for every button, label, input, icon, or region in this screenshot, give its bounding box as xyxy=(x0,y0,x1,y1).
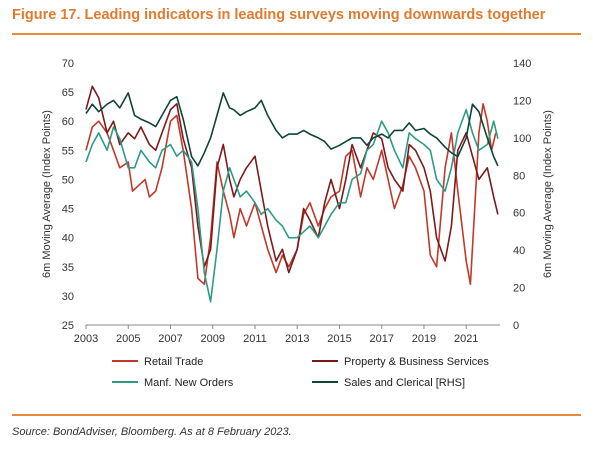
legend-label: Retail Trade xyxy=(144,356,203,368)
y2-tick-label: 140 xyxy=(513,58,531,70)
series-line-2 xyxy=(85,108,499,303)
y-tick-label: 55 xyxy=(62,145,74,157)
y2-tick-label: 60 xyxy=(513,208,525,220)
series-line-1 xyxy=(85,85,499,274)
y-tick-label: 70 xyxy=(62,58,74,70)
figure-title: Figure 17. Leading indicators in leading… xyxy=(12,7,546,23)
legend-item: Property & Business Services xyxy=(312,356,489,368)
series-line-3 xyxy=(85,92,499,167)
line-chart: 2003 2005 2007 2009 2011 2013 2015 2017 2019 2021… xyxy=(41,58,554,389)
bottom-divider xyxy=(12,414,581,416)
x-tick-label: 2003 xyxy=(74,333,98,345)
x-tick-label: 2009 xyxy=(200,333,224,345)
x-tick-label: 2005 xyxy=(116,333,140,345)
y2-axis-label: 6m Moving Average (Index Points) xyxy=(542,110,554,278)
legend-label: Manf. New Orders xyxy=(144,377,234,389)
y-tick-label: 30 xyxy=(62,291,74,303)
legend-item: Manf. New Orders xyxy=(112,377,234,389)
y2-tick-label: 40 xyxy=(513,245,525,257)
series-lines xyxy=(85,85,499,303)
y-tick-label: 45 xyxy=(62,204,74,216)
x-tick-labels: 2003 2005 2007 2009 2011 2013 2015 2017 2019 2021 xyxy=(74,325,478,345)
x-tick-label: 2013 xyxy=(285,333,309,345)
y-tick-label: 25 xyxy=(62,320,74,332)
y-tick-label: 40 xyxy=(62,233,74,245)
y-tick-labels: 70 65 60 55 50 45 40 35 30 25 xyxy=(62,58,74,332)
x-tick-label: 2017 xyxy=(369,333,393,345)
legend-item: Retail Trade xyxy=(112,356,203,368)
y-tick-label: 50 xyxy=(62,174,74,186)
y-tick-label: 65 xyxy=(62,87,74,99)
legend: Retail Trade Property & Business Services… xyxy=(112,356,489,389)
y2-tick-label: 100 xyxy=(513,133,531,145)
x-tick-label: 2011 xyxy=(243,333,267,345)
x-tick-label: 2007 xyxy=(158,333,182,345)
y-tick-label: 60 xyxy=(62,116,74,128)
y-axis-label: 6m Moving Average (Index Points) xyxy=(41,110,53,278)
y2-tick-label: 80 xyxy=(513,170,525,182)
legend-label: Sales and Clerical [RHS] xyxy=(344,377,465,389)
top-divider xyxy=(12,33,581,35)
legend-label: Property & Business Services xyxy=(344,356,489,368)
x-tick-label: 2015 xyxy=(327,333,351,345)
y2-tick-label: 0 xyxy=(513,320,519,332)
y2-tick-label: 120 xyxy=(513,95,531,107)
y-tick-label: 35 xyxy=(62,262,74,274)
source-note: Source: BondAdviser, Bloomberg. As at 8 … xyxy=(12,426,292,438)
legend-item: Sales and Clerical [RHS] xyxy=(312,377,465,389)
x-tick-label: 2021 xyxy=(454,333,478,345)
series-line-0 xyxy=(85,103,497,285)
y2-tick-label: 20 xyxy=(513,283,525,295)
x-tick-label: 2019 xyxy=(412,333,436,345)
y2-tick-labels: 140 120 100 80 60 40 20 0 xyxy=(513,58,531,332)
